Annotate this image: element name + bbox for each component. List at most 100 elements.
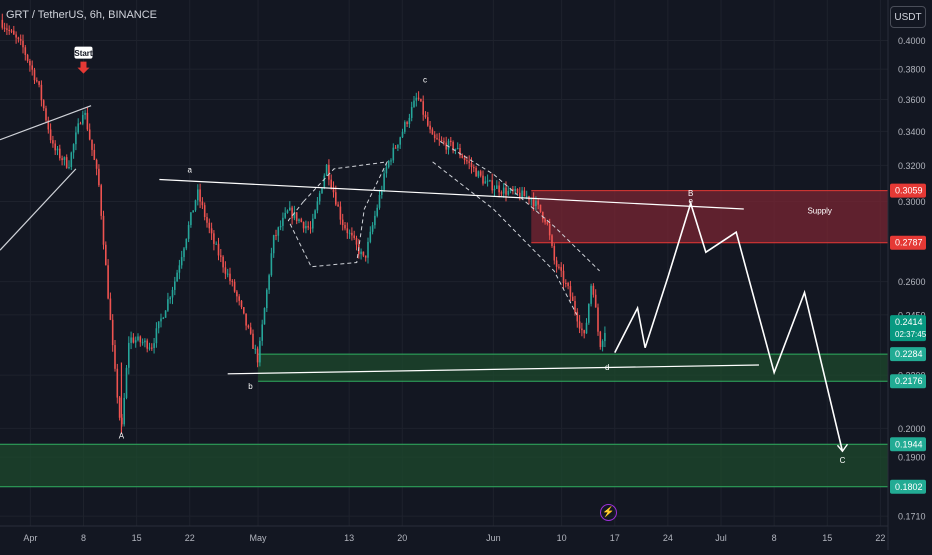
- candle-body: [477, 171, 480, 177]
- countdown-timer: 02:37:45: [895, 330, 927, 339]
- price-tick-label: 0.2000: [898, 424, 926, 434]
- candle-body: [295, 212, 298, 221]
- candle-body: [537, 200, 539, 205]
- price-level-tag: [890, 479, 926, 494]
- candle-body: [367, 241, 369, 258]
- candle-body: [431, 129, 434, 135]
- candle-body: [139, 336, 142, 343]
- candle-body: [68, 166, 70, 168]
- candle-body: [256, 348, 259, 363]
- candle-body: [45, 108, 47, 121]
- candle-body: [364, 255, 367, 258]
- candle-body: [601, 341, 604, 347]
- candle-body: [243, 307, 245, 314]
- candle-body: [445, 142, 447, 150]
- price-level-value: 0.2176: [895, 376, 923, 386]
- time-tick-label: 24: [663, 533, 673, 543]
- candle-body: [194, 200, 197, 211]
- candle-body: [238, 296, 240, 301]
- candle-body: [532, 198, 535, 207]
- candle-body: [82, 114, 84, 124]
- candle-body: [61, 158, 63, 161]
- candle-body: [583, 330, 585, 334]
- candle-body: [539, 204, 542, 212]
- candle-body: [52, 140, 54, 144]
- wave-label: b: [248, 382, 253, 391]
- candle-body: [284, 212, 286, 218]
- price-level-value: 0.2414: [895, 317, 923, 327]
- candle-body: [447, 140, 450, 150]
- candle-body: [289, 207, 291, 211]
- candle-body: [6, 28, 8, 30]
- candle-body: [318, 193, 321, 202]
- candle-body: [56, 148, 59, 151]
- candle-body: [252, 333, 254, 349]
- candle-body: [525, 196, 528, 198]
- candle-body: [8, 29, 10, 31]
- candle-body: [348, 232, 351, 234]
- candle-body: [551, 235, 553, 246]
- time-tick-label: Jun: [486, 533, 501, 543]
- price-level-tag: [890, 183, 926, 198]
- trend-line: [287, 161, 388, 268]
- candle-body: [523, 190, 526, 197]
- time-tick-label: 15: [822, 533, 832, 543]
- candle-body: [440, 140, 443, 142]
- candle-body: [169, 297, 171, 300]
- candle-body: [254, 348, 257, 350]
- candle-body: [459, 147, 461, 156]
- candle-body: [519, 192, 521, 199]
- candle-body: [512, 188, 514, 192]
- candle-body: [401, 131, 404, 138]
- candle-body: [496, 185, 498, 189]
- price-tick-label: 0.3600: [898, 95, 926, 105]
- candle-body: [245, 313, 247, 326]
- candle-body: [312, 218, 314, 229]
- candle-body: [26, 54, 29, 61]
- candle-body: [153, 343, 155, 348]
- candle-body: [114, 345, 116, 369]
- candle-body: [54, 143, 56, 151]
- candle-body: [569, 286, 572, 297]
- candle-body: [597, 307, 599, 332]
- candle-body: [185, 238, 188, 249]
- candle-body: [236, 291, 238, 297]
- candle-body: [565, 282, 567, 284]
- candle-body: [321, 187, 323, 194]
- candle-body: [578, 321, 581, 329]
- candle-body: [450, 140, 452, 143]
- candle-body: [314, 210, 316, 219]
- lightning-icon[interactable]: ⚡: [600, 504, 617, 521]
- candle-body: [502, 187, 505, 194]
- candle-body: [330, 179, 332, 188]
- time-tick-label: 22: [185, 533, 195, 543]
- candle-body: [249, 327, 252, 334]
- candle-body: [13, 30, 15, 35]
- candle-body: [452, 142, 454, 151]
- candle-body: [371, 225, 374, 232]
- candle-body: [509, 188, 512, 191]
- candle-body: [86, 112, 89, 130]
- candle-body: [369, 231, 372, 242]
- candle-body: [208, 222, 211, 229]
- candle-body: [548, 223, 551, 236]
- candle-body: [300, 219, 303, 223]
- candle-body: [84, 112, 86, 115]
- price-level-value: 0.3059: [895, 186, 923, 196]
- candle-body: [305, 226, 307, 229]
- candle-body: [427, 117, 429, 126]
- candle-body: [128, 342, 130, 368]
- candle-body: [187, 225, 190, 239]
- candle-body: [192, 210, 194, 213]
- start-label-box: [74, 46, 93, 59]
- candle-body: [240, 300, 243, 308]
- candle-body: [95, 159, 98, 169]
- candle-body: [544, 219, 546, 223]
- candle-body: [38, 81, 40, 85]
- trend-line: [159, 178, 744, 210]
- candle-body: [263, 308, 266, 325]
- currency-button[interactable]: USDT: [890, 6, 926, 28]
- candle-body: [353, 235, 355, 238]
